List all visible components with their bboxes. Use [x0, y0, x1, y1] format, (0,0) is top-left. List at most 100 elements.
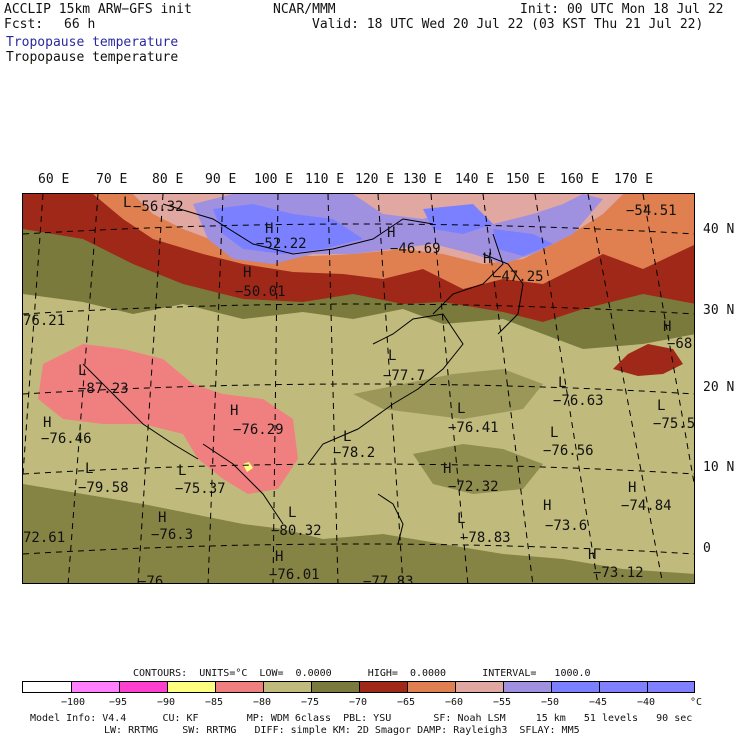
map-value: −75.5: [653, 416, 695, 432]
lon-label: 170 E: [614, 172, 654, 187]
map-value: −77.7: [383, 368, 426, 384]
map-value: 76.21: [23, 313, 66, 329]
organization: NCAR/MMM: [273, 2, 336, 17]
lat-label: 0: [703, 541, 711, 556]
map-marker: L: [550, 425, 559, 441]
colorbar-unit: °C: [690, 697, 703, 708]
lon-label: 100 E: [254, 172, 294, 187]
lon-label: 110 E: [305, 172, 345, 187]
model-info-line-1: Model Info: V4.4 CU: KF MP: WDM 6class P…: [30, 713, 693, 724]
map-value: −73.12: [593, 565, 644, 581]
map-value: −47.25: [493, 269, 544, 285]
map-value: −68: [667, 336, 693, 352]
map-panel: L −56.32 H −52.22 H −46.69 H −50.01 H −4…: [22, 193, 695, 584]
colorbar-label: −55: [493, 697, 512, 708]
map-marker: L: [288, 505, 297, 521]
colorbar-bin: [167, 681, 216, 693]
valid-time: Valid: 18 UTC Wed 20 Jul 22 (03 KST Thu …: [312, 17, 704, 32]
colorbar-bin: [647, 681, 695, 693]
colorbar-bin: [215, 681, 264, 693]
map-value: −76: [138, 574, 164, 584]
map-marker: H: [243, 265, 252, 281]
map-marker: L: [178, 463, 187, 479]
colorbar-label: −80: [253, 697, 272, 708]
colorbar-label: −50: [541, 697, 560, 708]
map-value: 72.61: [23, 530, 66, 546]
forecast-label: Fcst:: [4, 17, 44, 32]
map-value: −76.63: [553, 393, 604, 409]
lon-label: 120 E: [355, 172, 395, 187]
lon-label: 150 E: [506, 172, 546, 187]
map-value: −75.37: [175, 481, 226, 497]
map-marker: L: [457, 511, 466, 527]
map-label: L: [123, 195, 132, 211]
map-value: −76.41: [448, 420, 499, 436]
colorbar-bin: [311, 681, 360, 693]
map-value: −74.84: [621, 498, 672, 514]
init-time: Init: 00 UTC Mon 18 Jul 22: [520, 2, 724, 17]
map-marker: H: [483, 251, 492, 267]
map-value: −79.58: [78, 480, 129, 496]
model-info-line-2: LW: RRTMG SW: RRTMG DIFF: simple KM: 2D …: [104, 725, 580, 736]
colorbar-bin: [551, 681, 600, 693]
lat-label: 40 N: [703, 222, 735, 237]
map-marker: L: [78, 363, 87, 379]
map-value: −76.29: [233, 422, 284, 438]
colorbar-label: −65: [397, 697, 416, 708]
field-title-primary: Tropopause temperature: [6, 35, 179, 50]
colorbar-label: −95: [109, 697, 128, 708]
colorbar-label: −60: [445, 697, 464, 708]
forecast-hour: 66 h: [64, 17, 96, 32]
colorbar-label: −75: [301, 697, 320, 708]
lon-label: 130 E: [403, 172, 443, 187]
map-value: −87.23: [78, 381, 129, 397]
map-value: −76.3: [151, 527, 194, 543]
colorbar-bin: [71, 681, 120, 693]
lat-label: 10 N: [703, 460, 735, 475]
map-marker: H: [275, 549, 284, 565]
map-marker: L: [457, 401, 466, 417]
map-marker: L: [388, 348, 397, 364]
map-marker: H: [443, 461, 452, 477]
colorbar-bin: [359, 681, 408, 693]
map-value: −80.32: [271, 523, 322, 539]
map-value: −78.83: [460, 530, 511, 546]
map-value: −78.2: [333, 445, 376, 461]
map-marker: H: [43, 415, 52, 431]
map-marker: H: [663, 319, 672, 335]
map-marker: H: [543, 498, 552, 514]
map-marker: H: [387, 225, 396, 241]
map-marker: H: [588, 547, 597, 563]
map-value: −46.69: [390, 241, 441, 257]
lon-label: 160 E: [560, 172, 600, 187]
colorbar-bin: [455, 681, 504, 693]
colorbar-bin: [119, 681, 168, 693]
lon-label: 60 E: [38, 172, 70, 187]
contour-info: CONTOURS: UNITS=°C LOW= 0.0000 HIGH= 0.0…: [133, 668, 591, 679]
colorbar-label: −40: [637, 697, 656, 708]
map-marker: H: [265, 221, 274, 237]
temperature-field: [23, 194, 694, 583]
map-value: −77.83: [363, 574, 414, 584]
map-marker: H: [158, 510, 167, 526]
colorbar-label: −90: [157, 697, 176, 708]
model-title: ACCLIP 15km ARW−GFS init: [4, 2, 192, 17]
colorbar-bin: [263, 681, 312, 693]
map-marker: H: [230, 403, 239, 419]
map-marker: H: [628, 480, 637, 496]
colorbar-label: −45: [589, 697, 608, 708]
field-title-secondary: Tropopause temperature: [6, 50, 179, 65]
map-value: −76.56: [543, 443, 594, 459]
lon-label: 90 E: [205, 172, 237, 187]
colorbar-bin: [22, 681, 72, 693]
map-marker: L: [558, 375, 567, 391]
colorbar-bin: [599, 681, 648, 693]
lon-label: 140 E: [455, 172, 495, 187]
map-marker: L: [343, 429, 352, 445]
map-value: −73.6: [545, 518, 588, 534]
lon-label: 80 E: [152, 172, 184, 187]
map-value: −72.32: [448, 479, 499, 495]
map-value: −56.32: [133, 199, 184, 215]
map-value: −50.01: [235, 284, 286, 300]
colorbar-label: −70: [349, 697, 368, 708]
